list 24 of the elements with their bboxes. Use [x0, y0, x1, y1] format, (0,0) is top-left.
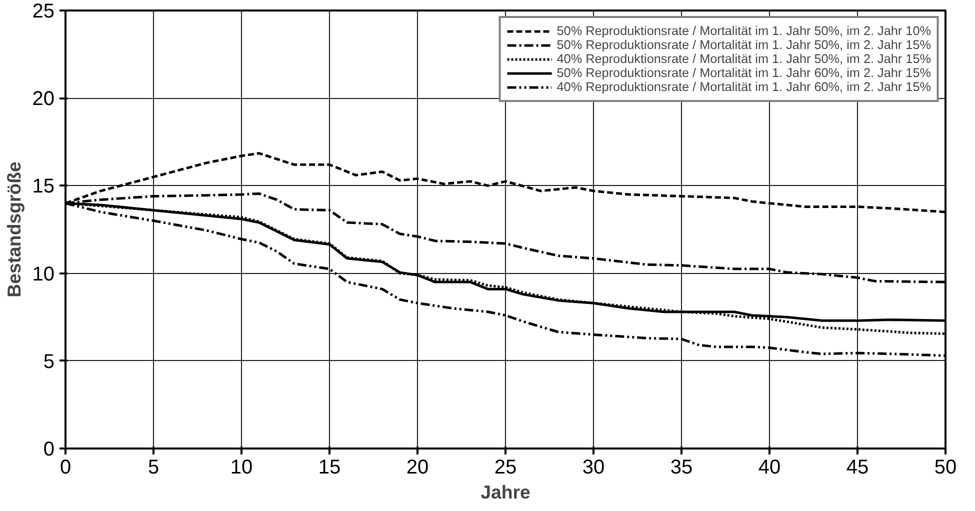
- legend-label: 50% Reproduktionsrate / Mortalität im 1. Jahr 50%, im 2. Jahr 15%: [556, 38, 931, 52]
- y-tick-label: 5: [43, 350, 54, 373]
- x-tick-label: 45: [846, 456, 869, 478]
- x-tick-label: 5: [148, 456, 160, 478]
- x-tick-label: 50: [934, 456, 957, 478]
- x-axis-title: Jahre: [480, 482, 530, 502]
- x-tick-label: 15: [318, 456, 341, 478]
- x-tick-label: 25: [494, 456, 517, 478]
- x-tick-label: 20: [406, 456, 429, 478]
- y-tick-label: 15: [32, 176, 55, 198]
- y-tick-label: 25: [32, 0, 55, 22]
- x-tick-label: 10: [230, 456, 253, 478]
- x-tick-label: 40: [758, 456, 781, 478]
- legend-label: 50% Reproduktionsrate / Mortalität im 1. Jahr 60%, im 2. Jahr 15%: [556, 66, 931, 80]
- legend-label: 40% Reproduktionsrate / Mortalität im 1. Jahr 60%, im 2. Jahr 15%: [556, 80, 931, 94]
- y-tick-label: 0: [43, 438, 54, 460]
- x-tick-label: 30: [582, 456, 605, 478]
- x-tick-label: 0: [60, 456, 72, 478]
- y-tick-label: 20: [32, 88, 55, 110]
- x-tick-label: 35: [670, 456, 693, 478]
- y-tick-label: 10: [32, 263, 55, 286]
- legend-label: 50% Reproduktionsrate / Mortalität im 1. Jahr 50%, im 2. Jahr 10%: [556, 24, 931, 38]
- y-axis-title: Bestandsgröße: [3, 162, 24, 298]
- legend-label: 40% Reproduktionsrate / Mortalität im 1. Jahr 50%, im 2. Jahr 15%: [556, 52, 931, 66]
